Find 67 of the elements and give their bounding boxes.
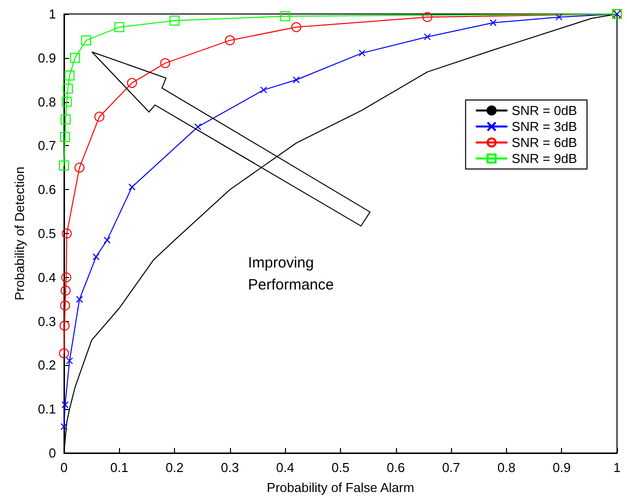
point (170, 16, 180, 26)
point (358, 50, 366, 57)
x-tick-label: 0.3 (220, 460, 239, 475)
x-tick-label: 0.5 (331, 460, 350, 475)
point (60, 423, 68, 430)
point (292, 76, 300, 84)
legend-label: SNR = 6dB (512, 135, 578, 150)
point (64, 70, 75, 80)
y-axis-title: Probability of Detection (12, 166, 27, 300)
point (70, 52, 80, 63)
point (60, 132, 70, 142)
point (127, 78, 138, 88)
y-tick-label: 0.2 (38, 358, 56, 373)
y-tick-label: 0.4 (38, 270, 56, 285)
point (60, 286, 71, 296)
x-tick-label: 0.7 (442, 460, 460, 475)
point (128, 183, 136, 190)
x-tick-label: 0.1 (110, 460, 128, 475)
annotation: Improving Performance (248, 254, 334, 294)
point (59, 348, 69, 358)
point (60, 114, 71, 124)
point (62, 401, 69, 408)
point (94, 112, 104, 122)
y-tick-label: 0 (48, 446, 56, 460)
point (422, 12, 432, 22)
y-tick-label: 0.6 (38, 182, 56, 198)
point (194, 123, 202, 130)
y-tick-label: 0.7 (38, 138, 56, 154)
legend-label: SNR = 3dB (512, 119, 578, 134)
point (291, 22, 302, 32)
point (62, 84, 73, 94)
point (66, 357, 74, 364)
y-tick-label: 0.3 (38, 314, 56, 329)
y-tick-label: 0.5 (38, 226, 56, 241)
point (114, 22, 124, 32)
x-tick-label: 0 (60, 460, 68, 475)
point (60, 300, 70, 310)
point (76, 296, 83, 303)
x-tick-label: 0.8 (497, 460, 516, 475)
x-tick-label: 0.6 (386, 460, 405, 475)
point (81, 35, 92, 46)
y-tick-label: 0.8 (38, 94, 56, 110)
point (555, 14, 562, 21)
point (490, 19, 497, 26)
y-tick-label: 0.9 (38, 50, 56, 66)
point (260, 86, 268, 94)
point (59, 160, 69, 170)
point (62, 96, 72, 107)
legend-label: SNR = 9dB (512, 151, 578, 166)
point (160, 58, 170, 68)
point (224, 35, 235, 46)
x-tick-label: 0.4 (276, 460, 294, 475)
legend-label: SNR = 0dB (512, 103, 578, 118)
x-axis-title: Probability of False Alarm (266, 480, 414, 495)
y-tick-label: 1 (48, 6, 56, 22)
y-tick-label: 0.1 (38, 402, 56, 417)
point (92, 253, 100, 260)
point (280, 11, 290, 22)
point (62, 228, 72, 238)
x-tick-label: 1 (613, 460, 621, 475)
point (74, 162, 84, 173)
point (61, 272, 72, 282)
point (104, 236, 111, 244)
point (60, 320, 70, 331)
x-tick-label: 0.2 (166, 460, 184, 475)
point (424, 33, 431, 40)
x-tick-label: 0.9 (552, 460, 571, 475)
